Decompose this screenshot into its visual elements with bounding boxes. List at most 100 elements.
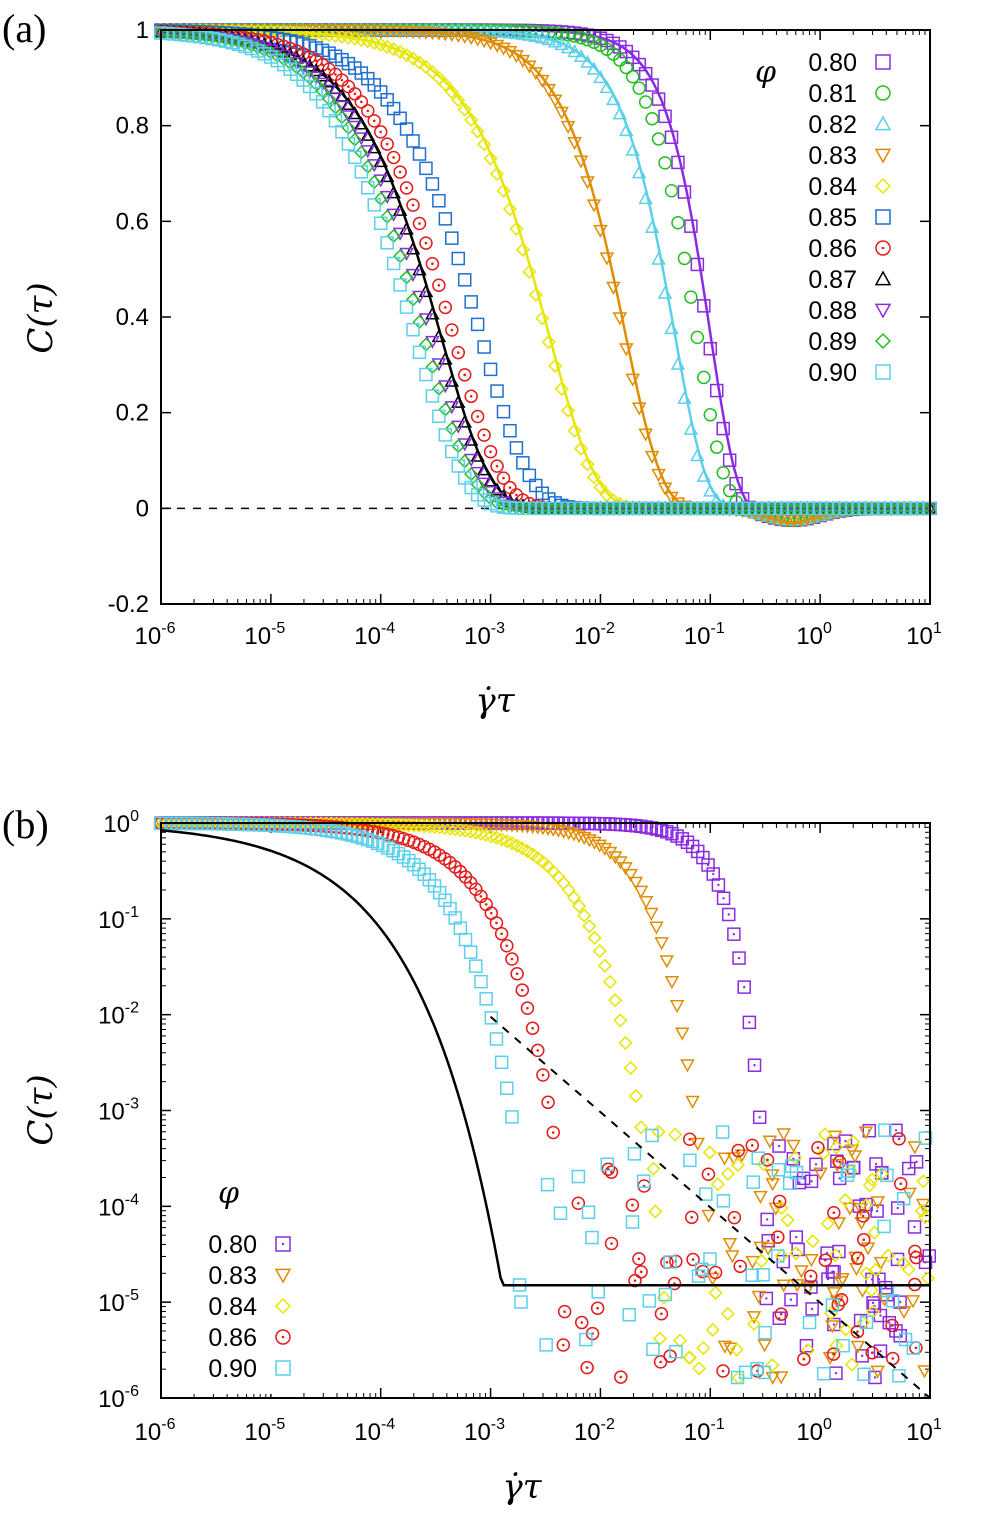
panel-b-x-tick-label-exp: 0: [823, 1416, 832, 1433]
panel-b-point: [654, 937, 669, 951]
panel-b-noise-point-dot: [844, 1139, 847, 1143]
panel-b-noise-point: [916, 1174, 931, 1189]
panel-a-x-tick-label-base: 10: [796, 623, 823, 650]
panel-b-y-tick-label-exp: -1: [125, 904, 139, 921]
panel-b-noise-point: [669, 1344, 683, 1359]
panel-b-noise-point-dot: [779, 1312, 783, 1316]
panel-b-point: [633, 1120, 649, 1135]
panel-b-noise-point-dot: [765, 1297, 768, 1300]
panel-a-point: [503, 423, 517, 438]
panel-b-noise-point: [907, 1220, 922, 1234]
panel-a-point: [438, 212, 453, 226]
panel-b-noise-point: [702, 1145, 717, 1160]
panel-b-noise-point: [881, 1248, 896, 1263]
panel-b-point-dot: [712, 872, 715, 876]
panel-a-legend-marker: [875, 209, 891, 225]
panel-b-point: [597, 842, 613, 857]
panel-b-noise-point: [896, 1305, 912, 1320]
panel-a-x-tick-label: 10-3: [464, 620, 505, 650]
panel-b-noise-point-dot: [633, 1279, 637, 1282]
panel-b-point: [747, 1058, 762, 1072]
panel-b-noise-point: [788, 1150, 803, 1165]
panel-a-point: [451, 251, 466, 266]
panel-b-y-tick-label: 10-1: [98, 904, 139, 934]
panel-b-point-dot: [732, 932, 736, 936]
panel-a-point: [496, 471, 511, 485]
panel-b-noise-point-dot: [891, 1357, 895, 1360]
panel-b-noise-point: [841, 1164, 856, 1178]
panel-a-point-dot: [398, 170, 402, 174]
panel-a-point: [664, 184, 679, 198]
panel-b-noise-point: [893, 1295, 907, 1309]
panel-a-point: [457, 102, 472, 117]
panel-a-point: [664, 321, 679, 335]
panel-b-noise-point-dot: [907, 1167, 910, 1170]
panel-a-point: [451, 345, 466, 360]
panel-b-point: [571, 830, 587, 844]
panel-b-x-tick-label: 10-2: [574, 1416, 615, 1446]
panel-b-noise-point: [684, 1210, 699, 1225]
panel-a-x-tick-label: 101: [906, 620, 942, 650]
panel-a-point: [658, 156, 672, 170]
panel-a-legend-marker: [875, 85, 891, 101]
panel-b-noise-point-dot: [879, 1314, 882, 1317]
panel-b-point: [680, 1059, 695, 1073]
panel-b-noise-point: [720, 1166, 735, 1181]
panel-b-noise-point: [873, 1256, 889, 1271]
panel-b-point-dot: [464, 875, 467, 879]
panel-a-point: [645, 112, 659, 126]
panel-b-noise-point: [776, 1128, 791, 1142]
panel-a-point: [457, 368, 472, 382]
panel-b-noise-point: [772, 1139, 786, 1153]
panel-b-point: [582, 919, 597, 934]
panel-b-point: [510, 967, 524, 981]
panel-a-point: [457, 273, 472, 287]
panel-b-noise-point: [746, 1175, 760, 1189]
panel-a-legend-marker: [874, 177, 892, 195]
panel-b-noise-point-dot: [897, 1137, 901, 1141]
panel-b-point-dot: [536, 1049, 540, 1052]
panel-b-noise-point-dot: [767, 1239, 770, 1242]
panel-b-legend-marker: [274, 1268, 292, 1284]
panel-a-point: [515, 242, 530, 257]
panel-b-point: [618, 1035, 633, 1051]
panel-a-point: [361, 181, 375, 195]
panel-b-point: [613, 1013, 628, 1028]
panel-b-noise-point: [672, 1333, 688, 1348]
panel-b-noise-point: [745, 1138, 760, 1153]
panel-b-noise-point: [825, 1298, 840, 1312]
panel-b-point: [685, 1095, 700, 1109]
panel-b-noise-point-dot: [870, 1351, 874, 1355]
panel-b-legend-title: φ: [218, 1176, 239, 1211]
panel-b-noise-point: [571, 1196, 586, 1211]
panel-b-noise-point-dot: [665, 1260, 669, 1264]
panel-b-noise-point: [715, 1125, 730, 1139]
panel-b-point-dot: [551, 1131, 555, 1134]
panel-a-point: [380, 236, 394, 250]
panel-b-noise-point: [758, 1325, 772, 1340]
panel-b-noise-point: [733, 1259, 747, 1274]
panel-a-point-dot: [444, 306, 447, 309]
panel-a-point: [697, 370, 711, 385]
panel-b-noise-point: [756, 1157, 771, 1172]
panel-b-noise-point: [842, 1202, 858, 1216]
panel-b-noise-point: [765, 1358, 780, 1373]
panel-b-noise-point: [838, 1192, 853, 1208]
panel-b-point: [469, 959, 483, 973]
panel-b-noise-point-dot: [610, 1170, 613, 1174]
panel-b-point-dot: [531, 1026, 534, 1030]
panel-b-noise-point-dot: [913, 1225, 916, 1229]
panel-a-point: [373, 125, 388, 139]
panel-a-point: [432, 194, 446, 208]
panel-a-point: [580, 457, 595, 472]
panel-b-noise-point: [648, 1204, 663, 1219]
panel-b-noise-point: [920, 1271, 936, 1286]
panel-b-noise-point: [653, 1355, 668, 1369]
panel-b-noise-point: [717, 1152, 732, 1166]
panel-b-noise-point: [799, 1338, 814, 1353]
panel-b-noise-point: [818, 1253, 833, 1267]
panel-b-point: [592, 944, 607, 959]
panel-b-x-tick-label: 10-3: [464, 1416, 505, 1446]
panel-a-point: [567, 423, 582, 438]
panel-b-noise-point: [865, 1172, 880, 1187]
